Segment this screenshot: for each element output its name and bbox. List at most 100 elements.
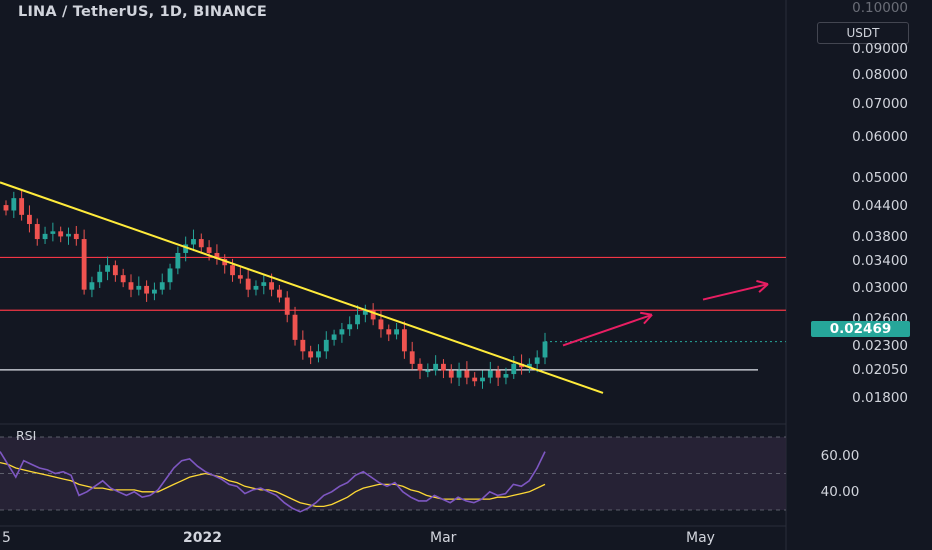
date-tick-label: May: [686, 530, 715, 546]
candle-body: [441, 363, 446, 371]
candle-body: [198, 239, 204, 248]
candle-body: [19, 198, 25, 215]
price-tick-label: 0.04400: [852, 198, 908, 214]
candle-body: [300, 339, 306, 352]
candle-body: [472, 377, 478, 382]
projection-arrowhead: [758, 283, 769, 293]
projection-arrowhead: [643, 314, 653, 325]
date-tick-label: Mar: [430, 530, 457, 546]
candle-body: [89, 282, 95, 290]
last-price-tag: 0.02469: [811, 321, 910, 337]
candle-body: [323, 339, 329, 352]
candle-body: [362, 310, 368, 315]
candle-body: [386, 329, 392, 335]
candle-body: [448, 370, 454, 378]
candle-body: [183, 244, 189, 253]
rsi-tick-label: 40.00: [820, 484, 860, 500]
candle-body: [175, 252, 181, 269]
candle-body: [159, 282, 165, 290]
candle-body: [526, 363, 532, 368]
candle-body: [487, 370, 493, 378]
price-tick-label: 0.06000: [852, 129, 908, 145]
candle-body: [284, 297, 290, 315]
candle-body: [401, 329, 407, 352]
candle-body: [276, 289, 282, 298]
candle-body: [425, 370, 431, 373]
price-tick-label: 0.09000: [852, 41, 908, 57]
rsi-line: [0, 451, 546, 513]
candle-body: [11, 198, 17, 211]
price-tick-label: 0.01800: [852, 390, 908, 406]
price-tick-label: 0.05000: [852, 170, 908, 186]
projection-arrow: [562, 313, 653, 347]
candle-body: [27, 214, 32, 225]
candle-body: [480, 377, 485, 382]
candle-body: [409, 351, 415, 364]
candle-body: [151, 289, 157, 294]
price-tick-label-cut: 0.10000: [852, 0, 908, 16]
price-tick-label: 0.02300: [852, 338, 908, 354]
candle-body: [167, 268, 173, 283]
candle-body: [112, 265, 118, 276]
candle-body: [534, 357, 540, 364]
candle-body: [191, 239, 196, 245]
candle-body: [417, 363, 423, 371]
candle-body: [42, 233, 48, 240]
currency-selector[interactable]: USDT: [817, 22, 909, 44]
candle-body: [370, 310, 376, 320]
candle-body: [105, 265, 110, 272]
candle-body: [66, 233, 71, 237]
candle-body: [245, 278, 251, 290]
candle-body: [542, 341, 548, 358]
candle-body: [144, 285, 150, 294]
candle-body: [120, 275, 126, 283]
projection-arrowhead: [756, 279, 769, 286]
candle-body: [331, 334, 337, 340]
candle-body: [269, 282, 275, 290]
candle-body: [347, 324, 353, 330]
candle-body: [128, 282, 134, 290]
candle-body: [394, 329, 400, 335]
rsi-pane-label: RSI: [16, 428, 37, 443]
price-tick-label: 0.02050: [852, 362, 908, 378]
date-tick-label: 5: [2, 530, 11, 546]
candle-body: [136, 285, 142, 290]
candle-body: [464, 370, 470, 378]
candle-body: [503, 374, 509, 378]
candle-body: [237, 275, 243, 279]
projection-arrowhead: [640, 311, 653, 316]
price-tick-label: 0.03000: [852, 280, 908, 296]
candle-body: [81, 239, 87, 290]
candle-body: [230, 265, 235, 276]
price-tick-label: 0.03400: [852, 253, 908, 269]
candle-body: [308, 351, 314, 358]
candle-body: [222, 258, 228, 266]
candle-body: [73, 233, 79, 240]
candle-body: [253, 285, 259, 290]
candle-body: [34, 224, 40, 240]
candle-body: [50, 231, 56, 234]
rsi-tick-label: 60.00: [820, 448, 860, 464]
trendline: [0, 181, 604, 394]
candle-body: [3, 205, 9, 211]
candle-body: [58, 231, 64, 237]
price-tick-label: 0.08000: [852, 67, 908, 83]
price-tick-label: 0.07000: [852, 96, 908, 112]
date-tick-label: 2022: [183, 530, 222, 546]
projection-arrow: [702, 283, 769, 301]
candle-body: [495, 370, 501, 378]
candle-body: [206, 247, 212, 253]
candle-body: [378, 319, 384, 330]
candle-body: [97, 271, 103, 283]
candle-body: [456, 370, 462, 378]
candle-body: [292, 314, 298, 340]
candle-body: [433, 363, 439, 371]
chart-title: LINA / TetherUS, 1D, BINANCE: [18, 4, 267, 20]
candle-body: [261, 282, 267, 286]
candle-body: [316, 351, 321, 358]
candle-body: [339, 329, 345, 335]
candle-body: [511, 363, 517, 375]
candle-body: [355, 314, 360, 325]
candle-body: [214, 252, 220, 259]
